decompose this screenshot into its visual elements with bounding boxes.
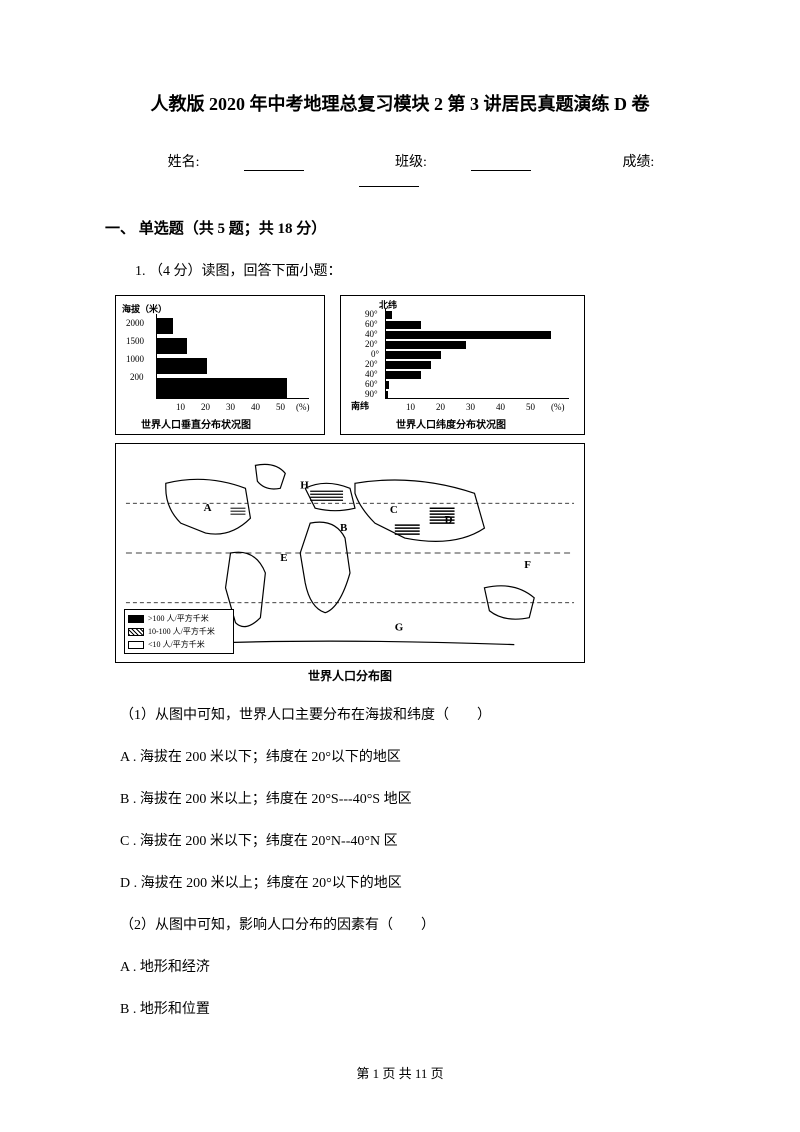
svg-text:G: G [395, 622, 404, 634]
map-caption: 世界人口分布图 [115, 667, 585, 684]
question-1: 1. （4 分）读图，回答下面小题： [135, 260, 695, 280]
option-1a: A . 海拔在 200 米以下；纬度在 20°以下的地区 [120, 746, 695, 766]
sub-question-1: （1）从图中可知，世界人口主要分布在海拔和纬度（ ） [120, 704, 695, 724]
page-title: 人教版 2020 年中考地理总复习模块 2 第 3 讲居民真题演练 D 卷 [105, 90, 695, 116]
option-1c: C . 海拔在 200 米以下；纬度在 20°N--40°N 区 [120, 830, 695, 850]
section-header: 一、 单选题（共 5 题；共 18 分） [105, 217, 695, 238]
page-footer: 第 1 页 共 11 页 [0, 1063, 800, 1082]
svg-text:C: C [390, 504, 398, 516]
svg-text:E: E [280, 552, 287, 564]
option-1d: D . 海拔在 200 米以上；纬度在 20°以下的地区 [120, 872, 695, 892]
elevation-chart: 海拔（米） 2000 1500 1000 200 10 20 30 40 50 … [115, 295, 325, 435]
svg-text:B: B [340, 522, 347, 534]
svg-text:F: F [524, 559, 531, 571]
option-2a: A . 地形和经济 [120, 956, 695, 976]
option-2b: B . 地形和位置 [120, 998, 695, 1018]
class-field: 班级: [373, 155, 553, 170]
sub-question-2: （2）从图中可知，影响人口分布的因素有（ ） [120, 914, 695, 934]
svg-text:A: A [204, 502, 212, 514]
name-field: 姓名: [146, 155, 326, 170]
latitude-chart: 北纬 90° 60° 40° 20° 0° 20° 40° 60° 90° 南纬… [340, 295, 585, 435]
svg-text:H: H [300, 479, 309, 491]
option-1b: B . 海拔在 200 米以上；纬度在 20°S---40°S 地区 [120, 788, 695, 808]
figures: 海拔（米） 2000 1500 1000 200 10 20 30 40 50 … [115, 295, 695, 684]
info-row: 姓名: 班级: 成绩: [105, 151, 695, 187]
world-map: A B C D E F G H >100 人/平方千米 10-100 人/平方千… [115, 443, 585, 663]
svg-text:D: D [445, 514, 453, 526]
